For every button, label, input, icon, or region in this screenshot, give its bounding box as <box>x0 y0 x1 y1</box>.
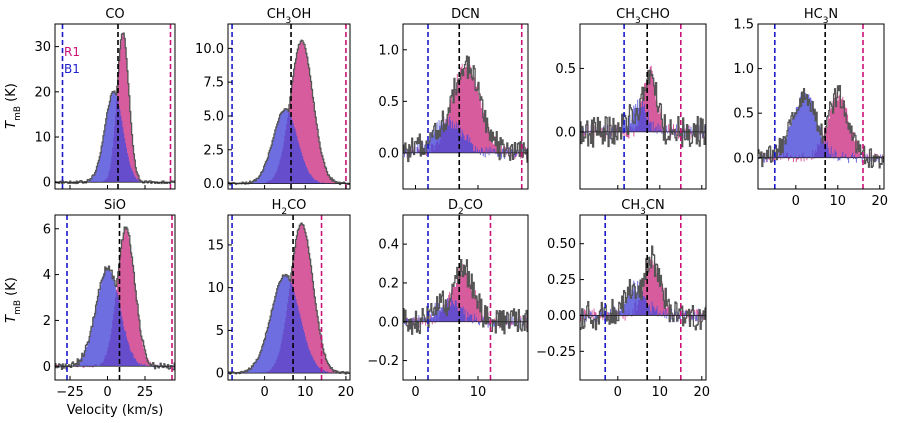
ytick-label: −0.2 <box>367 354 399 369</box>
red-lobe-fill <box>403 63 528 159</box>
ytick-label: −0.25 <box>536 345 576 360</box>
panel-hc3n: 0.0 0.5 1.0 1.5 0 10 20 HC3N <box>733 7 888 209</box>
panel-title: H2CO <box>272 198 307 217</box>
panel-co: 0 10 20 30 CO R1 B1 <box>34 7 176 191</box>
ytick-label: 0.50 <box>547 237 576 252</box>
ytick-label: 0.0 <box>378 146 399 161</box>
panel-frame <box>757 23 885 190</box>
panel-ch3cho: 0.0 0.5 CH3CHO <box>555 7 707 190</box>
panel-frame <box>402 214 529 381</box>
ytick-label: 10 <box>207 281 224 296</box>
panel-frame <box>54 214 176 381</box>
panel-sio: 0 2 4 6 −25 0 25 SiO <box>43 198 176 400</box>
blue-lobe-fill <box>55 91 175 183</box>
ytick-label: 10 <box>34 131 51 146</box>
ylabel-row-1: TmB (K) <box>4 83 23 129</box>
panel-title: CH3OH <box>267 7 312 26</box>
panel-ch3oh: 0.0 2.5 5.0 7.5 10.0 CH3OH <box>195 7 351 192</box>
ytick-label: 7.5 <box>203 76 224 91</box>
ytick-label: 30 <box>34 40 51 55</box>
legend-b1: B1 <box>64 62 80 76</box>
panel-h2co: 0 5 10 15 0 10 20 H2CO <box>207 198 354 400</box>
panel-frame <box>227 23 351 190</box>
blue-lobe-fill <box>55 267 175 368</box>
panel-frame <box>579 214 707 381</box>
ytick-label: 0.0 <box>203 177 224 192</box>
ytick-label: 2.5 <box>203 143 224 158</box>
spectrum-line <box>403 259 528 335</box>
panel-title: SiO <box>104 198 126 213</box>
ytick-label: 0.00 <box>547 309 576 324</box>
xlabel: Velocity (km/s) <box>67 403 164 418</box>
panel-dcn: 0.0 0.5 1.0 DCN <box>378 7 529 190</box>
spectrum-line <box>580 69 706 148</box>
panel-title: D2CO <box>448 198 483 217</box>
ytick-label: 5 <box>216 324 224 339</box>
ytick-label: 0.0 <box>378 315 399 330</box>
panel-title: CH3CN <box>621 198 664 217</box>
ytick-label: 0 <box>43 360 51 375</box>
xtick-label: 0 <box>260 385 268 400</box>
spectrum-line <box>758 84 884 169</box>
panel-frame <box>227 214 351 381</box>
spectrum-line <box>228 222 350 375</box>
ytick-label: 0.25 <box>547 273 576 288</box>
panel-title: HC3N <box>804 7 838 26</box>
blue-lobe-fill <box>403 297 528 328</box>
red-lobe-fill <box>758 92 884 163</box>
panel-title: CH3CHO <box>616 7 670 26</box>
ytick-label: 0.5 <box>733 107 754 122</box>
panel-d2co: −0.2 0.0 0.2 0.4 0 10 D2CO <box>367 198 529 400</box>
ytick-label: 20 <box>34 85 51 100</box>
panel-frame <box>54 23 176 190</box>
ytick-label: 0.0 <box>555 125 576 140</box>
xtick-label: 0 <box>103 385 111 400</box>
spectrum-line <box>580 245 706 331</box>
xtick-label: −25 <box>56 385 83 400</box>
ytick-label: 0.0 <box>733 151 754 166</box>
red-lobe-fill <box>403 264 528 329</box>
xtick-label: 10 <box>652 385 669 400</box>
blue-lobe-fill <box>228 274 350 374</box>
ytick-label: 1.5 <box>733 18 754 33</box>
spectrum-line <box>403 55 528 163</box>
xtick-label: 0 <box>411 385 419 400</box>
panel-frame <box>402 23 529 190</box>
ytick-label: 0.4 <box>378 238 399 253</box>
panel-title: DCN <box>451 7 480 22</box>
ytick-label: 0 <box>216 367 224 382</box>
ytick-label: 15 <box>207 238 224 253</box>
xtick-label: 10 <box>470 385 487 400</box>
xtick-label: 20 <box>338 385 355 400</box>
spectrum-line <box>55 226 175 371</box>
ytick-label: 1.0 <box>378 43 399 58</box>
spectrum-line <box>228 39 350 186</box>
blue-lobe-fill <box>228 109 350 185</box>
panel-ch3cn: −0.25 0.00 0.25 0.50 0 10 20 CH3CN <box>536 198 710 400</box>
ytick-label: 5.0 <box>203 109 224 124</box>
ylabel-row-2: TmB (K) <box>4 277 23 323</box>
panel-title: CO <box>105 7 124 22</box>
xtick-label: 10 <box>830 194 847 209</box>
xtick-label: 0 <box>792 194 800 209</box>
ytick-label: 0 <box>43 176 51 191</box>
ytick-label: 0.5 <box>555 62 576 77</box>
ytick-label: 10.0 <box>195 42 224 57</box>
legend-r1: R1 <box>64 45 80 59</box>
xtick-label: 25 <box>137 385 154 400</box>
red-lobe-fill <box>580 259 706 323</box>
xtick-label: 0 <box>614 385 622 400</box>
xtick-label: 20 <box>694 385 711 400</box>
xtick-label: 10 <box>297 385 314 400</box>
ytick-label: 2 <box>43 314 51 329</box>
ytick-label: 0.5 <box>378 95 399 110</box>
ytick-label: 0.2 <box>378 276 399 291</box>
ytick-label: 6 <box>43 222 51 237</box>
panel-frame <box>579 23 707 190</box>
xtick-label: 20 <box>872 194 889 209</box>
ytick-label: 1.0 <box>733 62 754 77</box>
ytick-label: 4 <box>43 268 51 283</box>
